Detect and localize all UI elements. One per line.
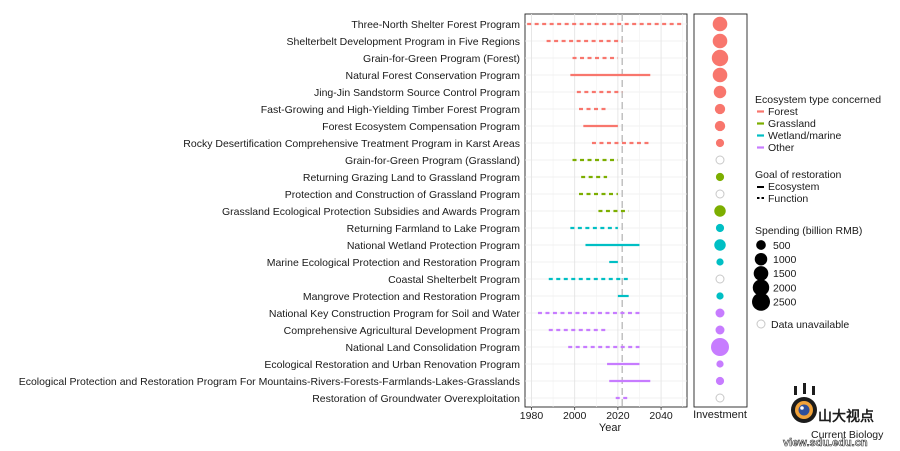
program-label: National Wetland Protection Program [347, 240, 520, 252]
investment-dot [715, 376, 725, 386]
legend-type-label: Wetland/marine [768, 130, 842, 142]
investment-dot [715, 223, 725, 233]
investment-dot [712, 16, 728, 32]
program-label: Grain-for-Green Program (Forest) [363, 53, 520, 65]
program-label: Shelterbelt Development Program in Five … [287, 36, 520, 48]
investment-panel [693, 13, 748, 408]
x-tick-label: 2000 [563, 410, 587, 422]
legend-unavailable-label: Data unavailable [771, 319, 849, 331]
watermark-brand: 山大视点 [818, 408, 874, 425]
investment-dot [711, 338, 729, 356]
program-label: Returning Grazing Land to Grassland Prog… [303, 172, 520, 184]
program-label: Fast-Growing and High-Yielding Timber Fo… [261, 104, 521, 116]
program-label: Returning Farmland to Lake Program [347, 223, 521, 235]
legend-spending-label: 1500 [773, 268, 797, 280]
legend-spending-label: 500 [773, 240, 791, 252]
x-tick-label: 1980 [520, 410, 544, 422]
x-axis: 1980 2000 2020 2040 [520, 407, 673, 422]
program-label: Natural Forest Conservation Program [346, 70, 521, 82]
investment-dot [712, 67, 728, 83]
program-label: Ecological Protection and Restoration Pr… [19, 376, 520, 388]
legend-goal-function: Function [757, 193, 808, 205]
investment-dot [715, 308, 725, 318]
program-label: Jing-Jin Sandstorm Source Control Progra… [314, 87, 520, 99]
watermark-logo-icon [791, 383, 817, 423]
legend-goal-function-label: Function [768, 193, 808, 205]
investment-dots [711, 16, 729, 403]
program-label: Ecological Restoration and Urban Renovat… [264, 359, 520, 371]
legend-type-label: Grassland [768, 118, 816, 130]
x-tick-label: 2020 [606, 410, 630, 422]
watermark-source: Current Biology [811, 429, 884, 441]
program-label: Grassland Ecological Protection Subsidie… [222, 206, 520, 218]
program-label: Restoration of Groundwater Overexploitat… [312, 393, 520, 405]
investment-dot [715, 172, 725, 182]
legend-spending-label: 2500 [773, 297, 797, 309]
watermark: 山大视点 Current Biology view.sdu.edu.cn [783, 383, 884, 449]
investment-dot [716, 292, 724, 300]
investment-dot-unavailable [715, 155, 725, 165]
investment-dot [713, 85, 727, 99]
investment-dot [715, 138, 725, 148]
program-label: Marine Ecological Protection and Restora… [267, 257, 521, 269]
investment-dot [712, 33, 728, 49]
watermark-url: view.sdu.edu.cn [783, 437, 868, 449]
program-label: Mangrove Protection and Restoration Prog… [303, 291, 520, 303]
legend-goal-title: Goal of restoration [755, 169, 842, 181]
investment-dot [716, 360, 724, 368]
x-axis-title: Year [599, 422, 622, 434]
legend-spending-label: 1000 [773, 254, 797, 266]
legend-spending-dot [756, 240, 766, 250]
legend-type-label: Forest [768, 106, 798, 118]
legend-type-label: Other [768, 142, 795, 154]
legend-unavailable-circle [756, 319, 766, 329]
legend-spending-dot [752, 292, 770, 311]
investment-dot [711, 49, 729, 67]
legend-goal-ecosystem-label: Ecosystem [768, 181, 820, 193]
legend-spending-title: Spending (billion RMB) [755, 225, 862, 237]
legend-spending-dot [753, 266, 769, 281]
investment-dot [715, 325, 725, 335]
investment-dot [714, 205, 726, 217]
legend-spending-dot [752, 279, 770, 296]
legend-unavailable: Data unavailable [756, 319, 849, 331]
program-label: National Key Construction Program for So… [269, 308, 521, 320]
legend: Ecosystem type concerned ForestGrassland… [752, 94, 881, 331]
program-label: National Land Consolidation Program [345, 342, 520, 354]
investment-axis-label: Investment [693, 409, 747, 421]
investment-dot-unavailable [715, 274, 725, 284]
legend-ecosystem-title: Ecosystem type concerned [755, 94, 881, 106]
x-tick-label: 2040 [649, 410, 673, 422]
program-labels: Three-North Shelter Forest Program Shelte… [19, 19, 521, 405]
investment-dot [714, 120, 726, 132]
legend-spending-sizes: 500 1000 1500 2000 2500 [752, 240, 797, 311]
investment-dot-unavailable [715, 393, 725, 403]
investment-dot [716, 258, 724, 266]
program-label: Rocky Desertification Comprehensive Trea… [183, 138, 520, 150]
program-bars [527, 22, 683, 400]
program-label: Coastal Shelterbelt Program [388, 274, 520, 286]
investment-dot-unavailable [715, 189, 725, 199]
legend-spending-label: 2000 [773, 282, 797, 294]
investment-dot [714, 103, 726, 115]
program-label: Forest Ecosystem Compensation Program [322, 121, 520, 133]
investment-dot [714, 239, 726, 251]
program-label: Protection and Construction of Grassland… [285, 189, 520, 201]
program-label: Comprehensive Agricultural Development P… [284, 325, 521, 337]
legend-spending-dot [754, 252, 768, 266]
timeline-panel [524, 13, 688, 408]
legend-goal-ecosystem: Ecosystem [757, 181, 820, 193]
program-label: Grain-for-Green Program (Grassland) [345, 155, 520, 167]
program-label: Three-North Shelter Forest Program [351, 19, 520, 31]
